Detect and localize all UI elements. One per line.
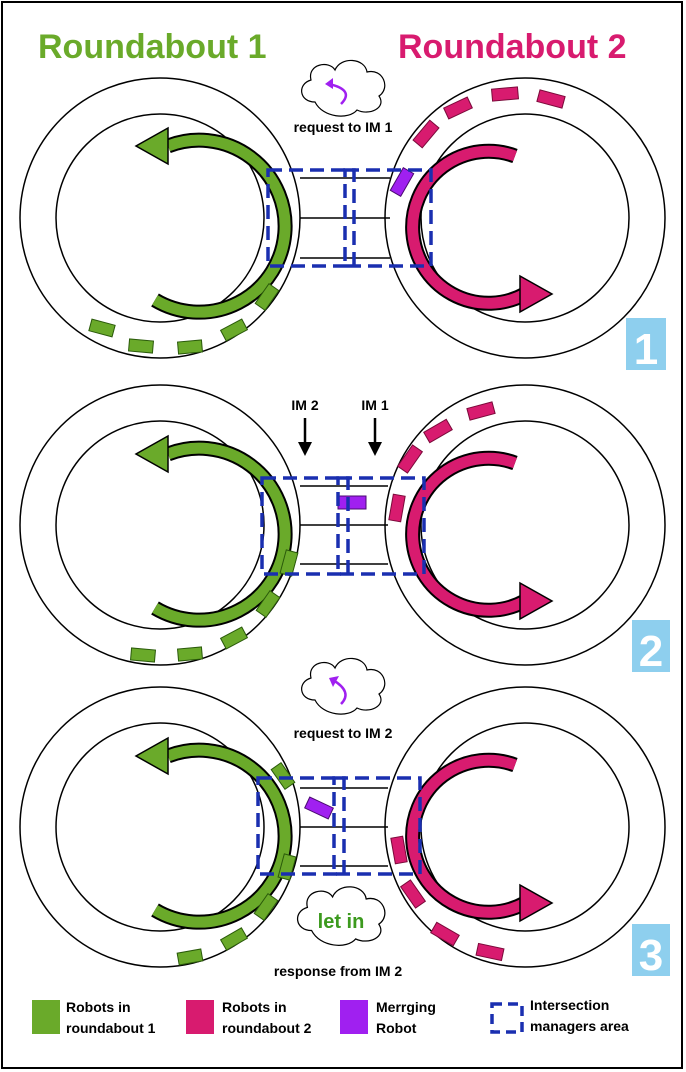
intersection-manager-areas: [256, 776, 422, 876]
panel-number: 1: [634, 325, 658, 374]
green-robot: [127, 338, 155, 354]
legend-swatch-green: [32, 1000, 60, 1034]
green-robot: [219, 626, 249, 650]
panel-badge-1: [626, 318, 666, 370]
im-area-right: [343, 168, 433, 268]
roundabout-1-inner-ring: [55, 722, 265, 932]
panel-1: request to IM 1 1: [19, 59, 666, 374]
magenta-robot: [399, 879, 427, 909]
roundabout-2-inner-ring: [420, 113, 630, 323]
magenta-robot: [490, 86, 520, 102]
magenta-robot: [388, 493, 406, 523]
roundabout-1-inner-ring: [55, 420, 265, 630]
panel-number: 2: [639, 627, 663, 676]
robots-roundabout-1: [129, 549, 299, 663]
request-cloud: [301, 59, 386, 117]
legend-label: Robot: [376, 1020, 417, 1036]
im-pointer-arrows: [298, 418, 382, 456]
magenta-robot: [536, 89, 566, 109]
magenta-robot: [466, 401, 496, 421]
response-caption: response from IM 2: [274, 963, 403, 979]
roundabout-2-direction-arrow: [405, 752, 554, 923]
merging-robot: [337, 495, 367, 510]
title-roundabout-1: Roundabout 1: [38, 28, 267, 66]
legend-label: managers area: [530, 1018, 629, 1034]
green-robot: [254, 283, 280, 311]
legend-label: Robots in: [66, 999, 131, 1015]
intersection-manager-areas: [260, 476, 426, 576]
roundabout-2-outer-ring: [384, 686, 666, 968]
robots-roundabout-1: [88, 283, 280, 355]
let-in-text: let in: [318, 911, 365, 933]
im-1-label: IM 1: [361, 397, 388, 413]
roundabout-2-direction-arrow: [405, 143, 554, 314]
legend-item-magenta: Robots in roundabout 2: [186, 999, 312, 1036]
roundabout-2-direction-arrow: [405, 450, 554, 621]
roundabout-1-inner-ring: [55, 113, 265, 323]
im-area-left: [256, 776, 346, 876]
green-robot: [176, 646, 204, 662]
im-area-left: [260, 476, 350, 576]
roundabout-1-direction-arrow: [134, 736, 293, 930]
im-area-left: [266, 168, 356, 268]
panel-number: 3: [639, 931, 663, 980]
legend-item-purple: Merrging Robot: [340, 999, 436, 1036]
legend-swatch-magenta: [186, 1000, 214, 1034]
panel-3: request to IM 2 let in response from IM …: [19, 657, 670, 980]
merging-robot: [304, 796, 334, 820]
legend-label: Merrging: [376, 999, 436, 1015]
green-robot: [176, 339, 204, 355]
legend: Robots in roundabout 1 Robots in roundab…: [32, 997, 629, 1036]
im-area-right: [336, 476, 426, 576]
green-robot: [176, 948, 204, 966]
connecting-road: [300, 485, 388, 565]
roundabout-2-inner-ring: [420, 420, 630, 630]
legend-label: Robots in: [222, 999, 287, 1015]
panel-badge-3: [632, 924, 670, 976]
request-caption: request to IM 2: [294, 725, 393, 741]
legend-item-green: Robots in roundabout 1: [32, 999, 156, 1036]
legend-label: Intersection: [530, 997, 609, 1013]
green-robot: [129, 647, 157, 663]
roundabout-1-outer-ring: [19, 384, 301, 666]
magenta-robot: [423, 418, 453, 444]
request-cloud: [301, 657, 386, 715]
green-robot: [219, 927, 249, 951]
magenta-robot: [430, 921, 460, 947]
magenta-robot: [390, 835, 408, 865]
magenta-robot: [443, 96, 473, 120]
green-robot: [88, 318, 116, 338]
legend-item-blue: Intersection managers area: [490, 997, 629, 1034]
roundabout-1-direction-arrow: [134, 126, 293, 320]
magenta-robot: [396, 444, 424, 474]
legend-label: roundabout 1: [66, 1020, 156, 1036]
magenta-robot: [412, 119, 440, 149]
magenta-robot: [475, 942, 505, 962]
green-robot: [219, 318, 249, 342]
merging-robot: [389, 167, 415, 197]
panel-badge-2: [632, 620, 670, 672]
robots-roundabout-2: [390, 835, 505, 962]
legend-swatch-purple: [340, 1000, 368, 1034]
green-robot: [255, 590, 281, 618]
intersection-manager-areas: [266, 168, 433, 268]
roundabout-2-outer-ring: [384, 77, 666, 359]
roundabout-2-outer-ring: [384, 384, 666, 666]
green-robot: [253, 893, 279, 921]
robots-roundabout-2: [388, 401, 496, 523]
panel-2: IM 2 IM 1 2: [19, 384, 670, 676]
robots-roundabout-2: [412, 86, 566, 149]
legend-label: roundabout 2: [222, 1020, 312, 1036]
im-area-right: [332, 776, 422, 876]
title-roundabout-2: Roundabout 2: [398, 28, 627, 66]
legend-swatch-blue: [490, 1002, 524, 1034]
request-caption: request to IM 1: [294, 119, 393, 135]
green-robot: [270, 762, 296, 790]
roundabout-1-direction-arrow: [134, 434, 293, 628]
roundabout-1-outer-ring: [19, 77, 301, 359]
im-2-label: IM 2: [291, 397, 318, 413]
